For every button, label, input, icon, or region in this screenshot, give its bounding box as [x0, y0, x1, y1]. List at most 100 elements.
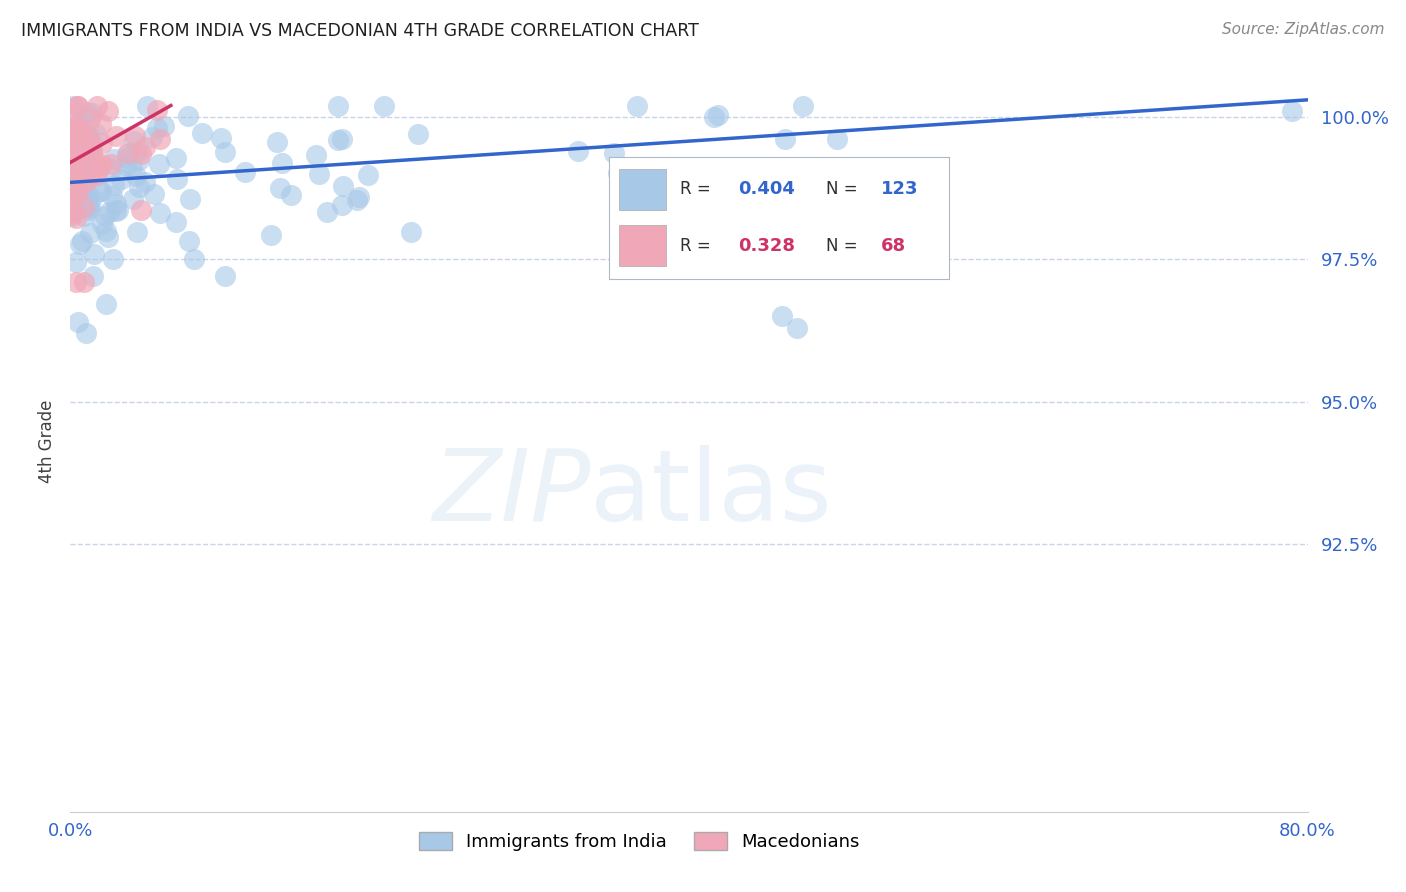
Point: [100, 157, 122, 171]
Point: [399, 225, 422, 239]
Point: [65, 275, 87, 289]
Text: ZIP: ZIP: [432, 445, 591, 541]
Point: [73, 209, 96, 223]
Point: [82, 269, 105, 284]
Point: [65, 132, 87, 146]
Point: [97, 205, 120, 219]
Point: [60, 136, 83, 151]
Point: [60, 176, 83, 190]
Point: [121, 192, 143, 206]
Point: [103, 178, 125, 193]
Point: [110, 172, 132, 186]
Point: [67, 155, 90, 169]
Point: [69, 113, 91, 128]
Point: [235, 165, 257, 179]
Point: [66, 145, 89, 159]
Point: [146, 120, 169, 135]
Point: [373, 98, 395, 112]
Point: [76, 135, 98, 149]
Point: [86, 168, 108, 182]
Point: [567, 144, 589, 158]
Point: [90, 117, 112, 131]
Point: [62, 161, 84, 176]
Point: [60, 210, 83, 224]
Point: [75, 168, 97, 182]
Point: [280, 187, 302, 202]
Point: [69, 237, 91, 252]
Point: [66, 98, 89, 112]
Point: [128, 153, 150, 167]
Point: [75, 175, 97, 189]
Point: [75, 326, 97, 341]
Point: [66, 147, 89, 161]
Point: [602, 145, 624, 160]
Point: [79, 226, 101, 240]
Point: [67, 141, 90, 155]
Point: [165, 151, 187, 165]
Point: [347, 190, 370, 204]
Point: [124, 128, 146, 143]
Point: [125, 145, 148, 160]
Point: [72, 234, 94, 248]
Point: [77, 199, 100, 213]
Point: [90, 185, 112, 199]
Point: [63, 156, 86, 170]
Point: [104, 197, 127, 211]
Point: [63, 175, 86, 189]
Point: [62, 166, 84, 180]
Point: [75, 134, 97, 148]
Point: [214, 269, 236, 284]
Point: [669, 210, 692, 224]
Point: [266, 135, 288, 149]
Point: [101, 252, 124, 266]
Point: [94, 224, 117, 238]
Point: [209, 130, 232, 145]
Point: [70, 122, 93, 136]
Point: [149, 132, 172, 146]
Point: [124, 134, 146, 148]
Point: [67, 98, 90, 112]
Point: [83, 247, 105, 261]
Point: [72, 146, 94, 161]
Point: [271, 155, 294, 169]
Text: IMMIGRANTS FROM INDIA VS MACEDONIAN 4TH GRADE CORRELATION CHART: IMMIGRANTS FROM INDIA VS MACEDONIAN 4TH …: [21, 22, 699, 40]
Point: [77, 128, 100, 143]
Point: [62, 120, 84, 135]
Point: [87, 158, 110, 172]
Point: [66, 185, 89, 199]
Point: [115, 151, 138, 165]
Point: [76, 188, 98, 202]
Point: [65, 136, 87, 151]
Point: [65, 254, 87, 268]
Point: [82, 159, 104, 173]
Point: [77, 131, 100, 145]
Point: [103, 152, 125, 166]
Point: [100, 162, 122, 177]
Point: [121, 160, 143, 174]
Point: [72, 173, 94, 187]
Point: [190, 126, 212, 140]
Point: [62, 98, 84, 112]
Point: [94, 209, 117, 223]
Point: [183, 252, 205, 267]
Point: [70, 125, 93, 139]
Point: [65, 186, 87, 200]
Point: [82, 106, 104, 120]
Point: [73, 200, 96, 214]
Point: [97, 230, 120, 244]
Point: [176, 109, 198, 123]
Point: [346, 194, 368, 208]
Point: [127, 225, 149, 239]
Point: [332, 179, 354, 194]
Point: [117, 147, 139, 161]
Point: [79, 202, 101, 216]
Point: [62, 207, 84, 221]
Point: [72, 173, 94, 187]
Point: [70, 146, 93, 161]
Point: [328, 133, 350, 147]
Point: [65, 136, 87, 151]
Point: [72, 186, 94, 200]
Point: [75, 199, 97, 213]
Point: [260, 227, 283, 242]
Point: [65, 211, 87, 225]
